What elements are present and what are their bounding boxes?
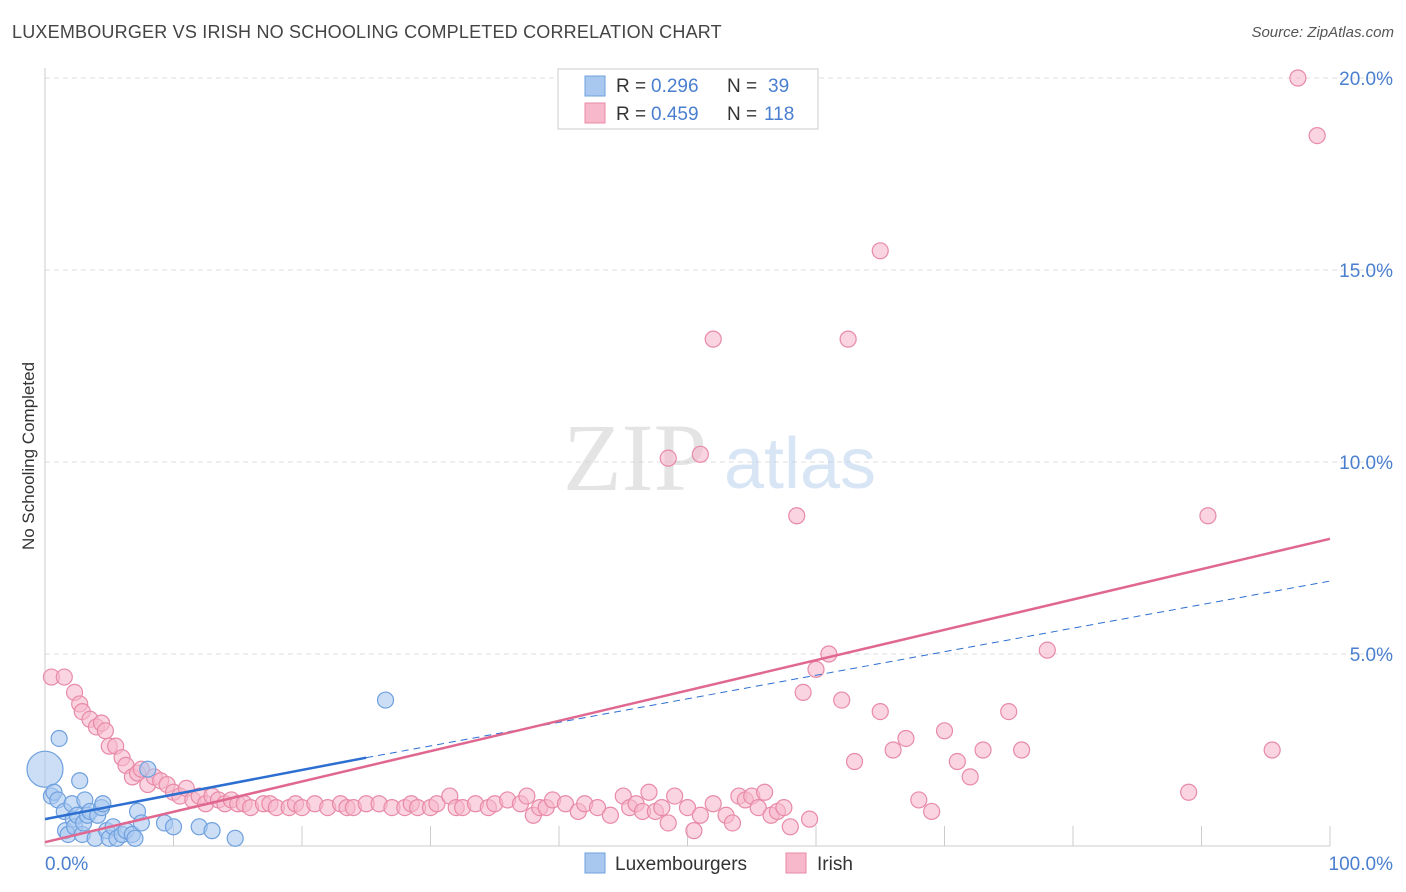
- y-tick-label-1: 10.0%: [1339, 453, 1393, 474]
- luxembourgers-point-12: [71, 772, 89, 790]
- irish-point-113: [1263, 741, 1281, 759]
- irish-point-103: [910, 791, 928, 809]
- luxembourgers-point-36: [203, 822, 221, 840]
- irish-point-111: [1038, 641, 1056, 659]
- irish-point-116: [704, 330, 722, 348]
- irish-point-122: [1308, 127, 1326, 145]
- legend-r-label-lux: R =: [616, 76, 646, 97]
- irish-point-110: [1012, 741, 1031, 759]
- irish-point-117: [788, 507, 806, 525]
- irish-point-60: [518, 787, 536, 805]
- y-axis-label: No Schooling Completed: [19, 362, 38, 550]
- irish-point-92: [775, 798, 793, 817]
- legend-stats: R = 0.296 N = 39 R = 0.459 N = 118: [557, 68, 819, 130]
- irish-point-120: [1199, 507, 1217, 525]
- irish-point-112: [1180, 783, 1198, 801]
- irish-point-69: [601, 806, 620, 824]
- irish-point-114: [659, 449, 677, 467]
- irish-point-93: [781, 818, 799, 836]
- irish-point-104: [923, 802, 941, 821]
- irish-point-77: [659, 814, 677, 832]
- irish-point-74: [640, 783, 658, 801]
- irish-point-107: [961, 768, 979, 786]
- legend-r-value-irish: 0.459: [651, 104, 699, 125]
- legend-series: Luxembourgers Irish: [584, 852, 853, 875]
- irish-point-99: [845, 752, 864, 771]
- luxembourgers-point-38: [376, 691, 395, 709]
- luxembourger-trend-line: [44, 756, 367, 821]
- y-tick-label-2: 15.0%: [1339, 261, 1393, 282]
- legend-n-label-lux: N =: [727, 76, 757, 97]
- irish-point-95: [800, 810, 819, 828]
- irish-point-78: [666, 787, 684, 805]
- luxembourgers-point-29: [126, 829, 144, 847]
- irish-point-8: [96, 722, 114, 740]
- irish-trend-line: [44, 537, 1331, 844]
- trend-lines: [44, 537, 1331, 844]
- watermark-atlas: atlas: [724, 424, 876, 504]
- irish-point-1: [55, 668, 73, 686]
- irish-point-101: [884, 741, 902, 759]
- irish-point-94: [794, 683, 812, 702]
- irish-point-115: [691, 445, 709, 463]
- y-tick-label-0: 5.0%: [1350, 645, 1393, 666]
- legend-bottom-label-irish: Irish: [817, 854, 853, 875]
- irish-point-68: [588, 798, 607, 817]
- irish-point-82: [704, 795, 722, 813]
- luxembourgers-point-4: [50, 729, 68, 748]
- luxembourgers-point-37: [226, 829, 244, 847]
- gridlines: [45, 77, 1392, 655]
- irish-point-102: [897, 729, 915, 748]
- irish-point-118: [839, 330, 857, 348]
- irish-point-100: [871, 702, 889, 721]
- legend-bottom-swatch-luxembourgers: [584, 852, 606, 874]
- legend-swatch-luxembourgers: [584, 75, 606, 97]
- irish-point-51: [428, 795, 446, 813]
- irish-point-106: [948, 752, 966, 771]
- irish-point-109: [1000, 702, 1018, 721]
- irish-point-84: [723, 814, 742, 832]
- source-label: Source: ZipAtlas.com: [1251, 24, 1394, 41]
- watermark: ZIP atlas: [563, 404, 876, 511]
- legend-bottom-label-luxembourgers: Luxembourgers: [615, 854, 747, 875]
- irish-point-88: [749, 798, 767, 817]
- irish-point-76: [653, 798, 671, 817]
- irish-point-80: [685, 822, 703, 840]
- irish-point-89: [755, 783, 774, 801]
- tick-labels: 5.0% 10.0% 15.0% 20.0% 0.0% 100.0%: [45, 69, 1393, 875]
- irish-point-98: [833, 691, 851, 709]
- legend-r-label-irish: R =: [616, 104, 646, 125]
- legend-swatch-irish: [584, 102, 606, 124]
- irish-point-121: [1289, 69, 1307, 87]
- irish-points: [42, 69, 1326, 840]
- y-tick-label-3: 20.0%: [1339, 69, 1393, 90]
- irish-point-119: [871, 242, 889, 260]
- axes: [44, 68, 1331, 847]
- irish-point-79: [678, 798, 697, 817]
- watermark-zip: ZIP: [563, 404, 707, 511]
- chart-title: LUXEMBOURGER VS IRISH NO SCHOOLING COMPL…: [12, 22, 722, 42]
- luxembourgers-point-0: [26, 750, 64, 788]
- legend-bottom-swatch-irish: [785, 852, 807, 874]
- legend-n-value-irish: 118: [764, 104, 794, 125]
- x-tick-label-0: 0.0%: [45, 854, 88, 875]
- irish-point-81: [691, 806, 709, 824]
- legend-n-value-lux: 39: [768, 76, 789, 97]
- luxembourgers-point-32: [139, 760, 157, 778]
- irish-point-65: [556, 795, 575, 813]
- luxembourger-trend-extension: [366, 580, 1331, 759]
- irish-point-108: [974, 741, 992, 759]
- luxembourgers-point-34: [164, 818, 183, 836]
- x-tick-label-1: 100.0%: [1329, 854, 1394, 875]
- legend-n-label-irish: N =: [727, 104, 757, 125]
- irish-point-105: [935, 722, 954, 740]
- legend-r-value-lux: 0.296: [651, 76, 699, 97]
